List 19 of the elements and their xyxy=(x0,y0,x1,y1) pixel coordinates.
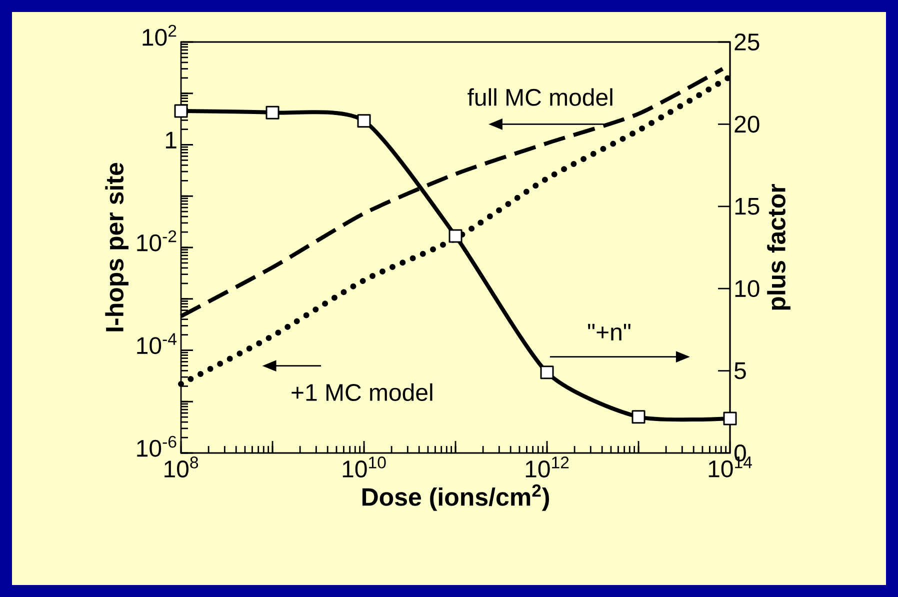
y-tick-label: 10$^{-6}$ xyxy=(137,436,176,457)
y-tick-label: 10$^{2}$ xyxy=(142,24,176,46)
x-tick-label: 10$^{10}$ xyxy=(342,456,386,478)
y-axis-title: I-hops per site xyxy=(105,162,128,332)
x-tick-label: 10$^{12}$ xyxy=(526,456,569,478)
y2-axis-title: plus factor xyxy=(767,184,790,310)
y-tick-label: 10$^{-4}$ xyxy=(137,333,176,354)
annotation: "+n" xyxy=(588,324,630,340)
y2-tick-label: 15 xyxy=(735,198,760,215)
x-tick-label: 10$^{8}$ xyxy=(164,456,198,478)
y2-tick-label: 10 xyxy=(735,280,760,298)
y2-tick-label: 25 xyxy=(734,34,760,50)
y2-tick-label: 20 xyxy=(734,116,760,133)
annotation: full MC model xyxy=(468,88,612,106)
y-tick-label: 10$^{-2}$ xyxy=(137,230,176,252)
y2-tick-label: 5 xyxy=(734,362,746,380)
x-axis-title: Dose (ions/cm$^{2}$) xyxy=(362,484,549,511)
annotation: +1 MC model xyxy=(292,383,432,401)
y-tick-label: 1 xyxy=(166,132,176,148)
